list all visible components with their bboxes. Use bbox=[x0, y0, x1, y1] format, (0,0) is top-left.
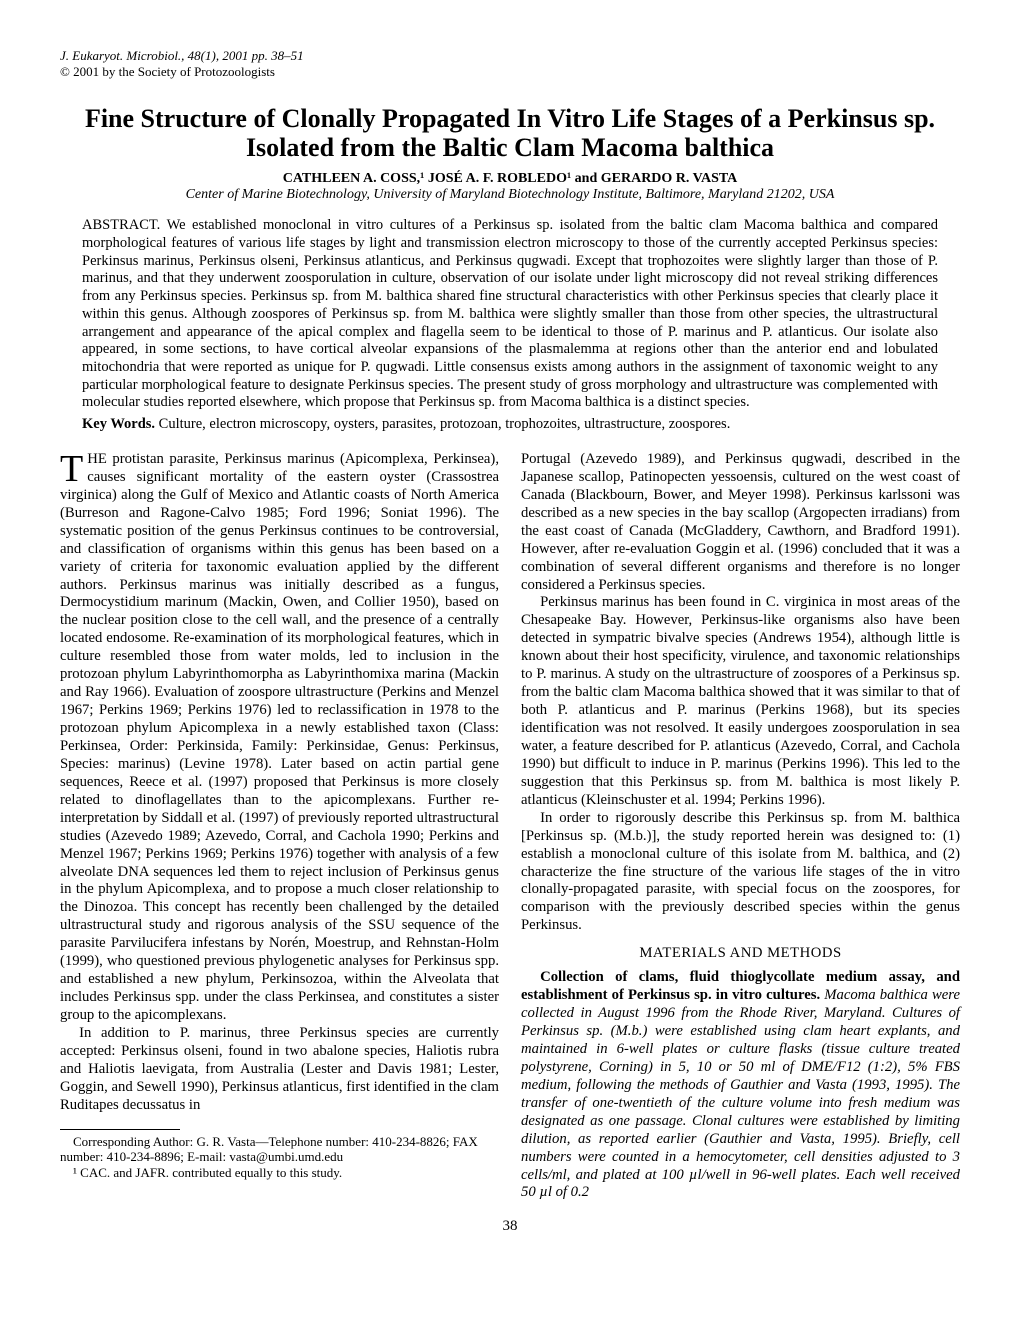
title-line-2: Isolated from the Baltic Clam Macoma bal… bbox=[246, 133, 774, 162]
page-container: J. Eukaryot. Microbiol., 48(1), 2001 pp.… bbox=[0, 0, 1020, 1275]
keywords-block: Key Words. Culture, electron microscopy,… bbox=[82, 416, 938, 433]
journal-citation: J. Eukaryot. Microbiol., 48(1), 2001 pp.… bbox=[60, 48, 960, 64]
body-para-3: Portugal (Azevedo 1989), and Perkinsus q… bbox=[521, 451, 960, 595]
body-para-4: Perkinsus marinus has been found in C. v… bbox=[521, 594, 960, 809]
footnote-rule bbox=[60, 1129, 180, 1130]
copyright-line: © 2001 by the Society of Protozoologists bbox=[60, 64, 960, 80]
body-para-5: In order to rigorously describe this Per… bbox=[521, 810, 960, 936]
body-para-2: In addition to P. marinus, three Perkins… bbox=[60, 1025, 499, 1115]
body-para-6: Collection of clams, fluid thioglycollat… bbox=[521, 969, 960, 1202]
body-para-1: THE protistan parasite, Perkinsus marinu… bbox=[60, 451, 499, 1025]
article-title: Fine Structure of Clonally Propagated In… bbox=[60, 104, 960, 164]
affiliation: Center of Marine Biotechnology, Universi… bbox=[60, 187, 960, 203]
abstract-text: We established monoclonal in vitro cultu… bbox=[82, 217, 938, 410]
author-list: CATHLEEN A. COSS,¹ JOSÉ A. F. ROBLEDO¹ a… bbox=[60, 171, 960, 187]
methods-para-rest: Macoma balthica were collected in August… bbox=[521, 987, 960, 1200]
keywords-text: Culture, electron microscopy, oysters, p… bbox=[159, 416, 731, 432]
keywords-label: Key Words. bbox=[82, 416, 159, 432]
corresponding-author-footnote: Corresponding Author: G. R. Vasta—Teleph… bbox=[60, 1134, 499, 1165]
page-number: 38 bbox=[60, 1218, 960, 1235]
abstract-label: ABSTRACT. bbox=[82, 217, 167, 233]
section-heading-methods: MATERIALS AND METHODS bbox=[521, 945, 960, 963]
abstract-block: ABSTRACT. We established monoclonal in v… bbox=[82, 217, 938, 412]
equal-contribution-footnote: ¹ CAC. and JAFR. contributed equally to … bbox=[60, 1165, 499, 1181]
body-columns: THE protistan parasite, Perkinsus marinu… bbox=[60, 451, 960, 1202]
title-line-1: Fine Structure of Clonally Propagated In… bbox=[85, 104, 935, 133]
